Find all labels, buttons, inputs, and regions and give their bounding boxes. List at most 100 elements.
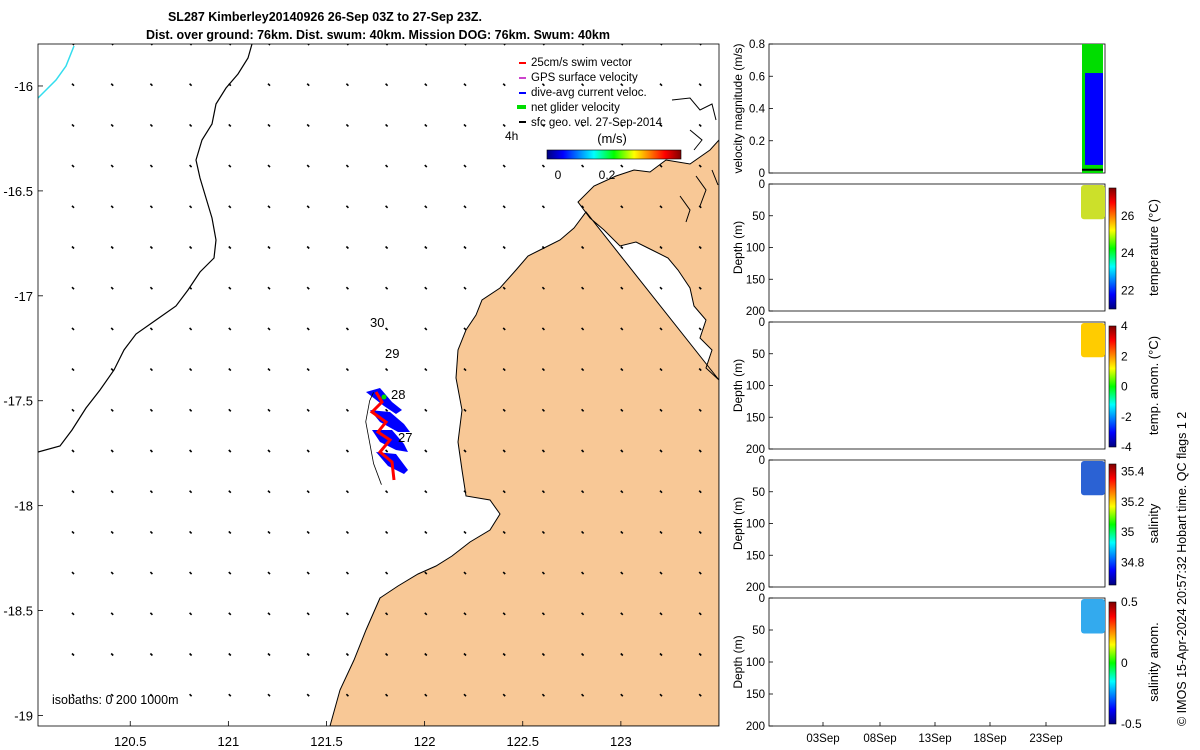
panel-3: 0 50 100 150 200 Depth (m) 4 2 0 -2 -4 temp. anom. … xyxy=(731,317,1161,456)
panel-y-tick-label: 100 xyxy=(746,243,765,255)
sfc-velocity-arrow xyxy=(306,368,310,372)
sfc-velocity-arrow xyxy=(228,693,232,697)
map-y-tick-label: -17.5 xyxy=(3,394,33,409)
map-y-tick-label: -16.5 xyxy=(3,184,33,199)
sfc-velocity-arrow xyxy=(541,693,545,697)
sfc-velocity-arrow xyxy=(228,368,232,372)
sfc-velocity-arrow xyxy=(306,530,310,534)
panel-colorbar-label: temp. anom. (°C) xyxy=(1146,336,1161,435)
panel-y-tick-label: 0 xyxy=(759,455,765,467)
panel-axes-frame xyxy=(768,597,1106,727)
sfc-velocity-arrow xyxy=(306,205,310,209)
map-colorbar-label: (m/s) xyxy=(597,131,627,146)
panel-y-label: velocity magnitude (m/s) xyxy=(731,43,745,173)
sfc-velocity-arrow xyxy=(541,571,545,575)
panel-y-tick-label: 0.6 xyxy=(749,71,765,83)
sfc-velocity-arrow xyxy=(228,44,232,46)
day-label-30: 30 xyxy=(370,315,384,330)
sfc-velocity-arrow xyxy=(541,205,545,209)
sfc-velocity-arrow xyxy=(699,44,702,46)
sfc-velocity-arrow xyxy=(502,245,506,250)
sfc-velocity-arrow xyxy=(149,205,153,209)
swim-vector-track xyxy=(369,391,396,481)
sfc-velocity-arrow xyxy=(659,571,663,575)
sfc-velocity-arrow xyxy=(385,205,389,209)
sfc-velocity-arrow xyxy=(463,286,467,290)
day-label-27: 27 xyxy=(398,430,412,445)
sfc-velocity-arrow xyxy=(345,693,349,697)
sfc-velocity-arrow xyxy=(306,612,310,616)
sfc-velocity-arrow xyxy=(463,205,467,209)
sfc-velocity-arrow xyxy=(502,530,506,534)
sfc-velocity-arrow xyxy=(463,164,467,168)
sfc-velocity-arrow xyxy=(541,490,545,494)
sfc-velocity-arrow xyxy=(424,286,428,290)
sfc-velocity-arrow xyxy=(149,123,153,127)
land-area xyxy=(329,139,719,726)
sfc-velocity-arrow xyxy=(267,245,271,250)
sfc-velocity-arrow xyxy=(267,123,271,127)
sfc-velocity-arrow xyxy=(267,571,271,575)
sfc-velocity-arrow xyxy=(306,408,310,412)
sfc-velocity-arrow xyxy=(620,205,624,209)
panel-y-tick-label: 0 xyxy=(759,593,765,605)
sfc-velocity-arrow xyxy=(581,490,585,494)
sfc-velocity-arrow xyxy=(228,327,232,331)
sfc-velocity-arrow xyxy=(424,612,428,616)
profile-data-patch xyxy=(1081,599,1105,634)
dive-avg-current-vector xyxy=(366,388,402,414)
sfc-velocity-arrow xyxy=(111,44,114,46)
sfc-velocity-arrow xyxy=(541,245,545,250)
sfc-velocity-arrow xyxy=(620,612,624,616)
sfc-velocity-arrow xyxy=(345,164,349,168)
sfc-velocity-arrow xyxy=(345,83,349,87)
sfc-velocity-arrow xyxy=(71,368,75,372)
sfc-velocity-arrow xyxy=(502,693,506,697)
sfc-velocity-arrow xyxy=(620,164,624,168)
sfc-velocity-arrow xyxy=(110,571,114,575)
map-y-tick-label: -18 xyxy=(14,499,33,514)
legend-dive-label: dive-avg current veloc. xyxy=(531,87,647,99)
sfc-velocity-arrow xyxy=(463,83,467,87)
sfc-velocity-arrow xyxy=(581,123,585,127)
panel-y-tick-label: 50 xyxy=(752,625,765,637)
sfc-velocity-arrow xyxy=(71,327,75,331)
sfc-velocity-arrow xyxy=(189,530,193,534)
sfc-velocity-arrow xyxy=(149,327,153,331)
sfc-velocity-arrow xyxy=(463,449,467,453)
panel-y-tick-label: 50 xyxy=(752,349,765,361)
legend-gps-label: GPS surface velocity xyxy=(531,72,638,84)
sfc-velocity-arrow xyxy=(463,408,467,412)
panel-colorbar-tick: 34.8 xyxy=(1121,555,1145,569)
sfc-velocity-arrow xyxy=(228,530,232,534)
sfc-velocity-arrow xyxy=(306,571,310,575)
map-x-tick-label: 121 xyxy=(218,734,240,749)
sfc-velocity-arrow xyxy=(228,652,232,657)
sfc-velocity-arrow xyxy=(345,327,349,331)
panel-colorbar-tick: 0 xyxy=(1121,380,1128,394)
legend-sfc-label: sfc geo. vel. 27-Sep-2014 xyxy=(531,117,663,129)
sfc-velocity-arrow xyxy=(345,449,349,453)
sfc-velocity-arrow xyxy=(698,83,702,87)
sfc-velocity-arrow xyxy=(424,205,428,209)
sfc-velocity-arrow xyxy=(71,205,75,209)
panel-colorbar-label: salinity xyxy=(1146,503,1161,543)
sfc-velocity-arrow xyxy=(189,245,193,250)
sfc-velocity-arrow xyxy=(659,83,663,87)
panel-y-tick-label: 200 xyxy=(746,721,765,733)
sfc-velocity-arrow xyxy=(463,327,467,331)
sfc-velocity-arrow xyxy=(267,164,271,168)
panel-y-tick-label: 0.4 xyxy=(749,104,766,116)
sfc-velocity-arrow xyxy=(149,83,153,87)
day-label-29: 29 xyxy=(385,346,399,361)
sfc-velocity-arrow xyxy=(110,286,114,290)
sfc-velocity-arrow xyxy=(228,164,232,168)
sfc-velocity-arrow xyxy=(189,123,193,127)
sfc-velocity-arrow xyxy=(581,693,585,697)
sfc-velocity-arrow xyxy=(698,245,702,250)
sfc-velocity-arrow xyxy=(698,368,702,372)
legend-swim-label: 25cm/s swim vector xyxy=(531,57,632,69)
sfc-velocity-arrow xyxy=(463,123,467,127)
sfc-velocity-arrow xyxy=(110,612,114,616)
sfc-velocity-arrow xyxy=(620,449,624,453)
